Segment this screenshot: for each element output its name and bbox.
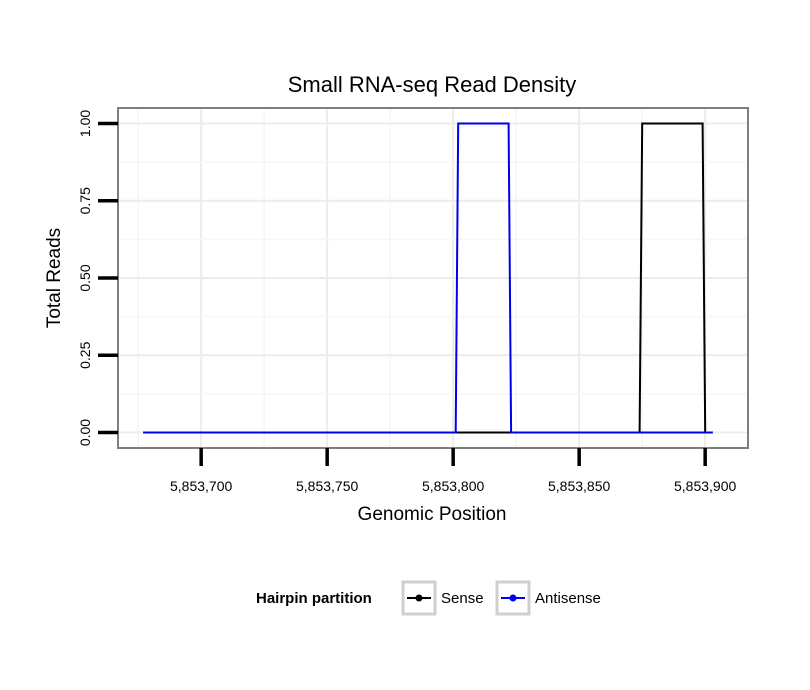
- legend-label: Sense: [441, 590, 484, 607]
- x-tick-label: 5,853,700: [170, 478, 232, 494]
- x-tick-label: 5,853,850: [548, 478, 610, 494]
- legend-key-point: [415, 594, 423, 602]
- x-tick-label: 5,853,900: [674, 478, 736, 494]
- legend-key-point: [509, 594, 517, 602]
- y-tick-label: 0.75: [77, 187, 93, 214]
- chart-title: Small RNA-seq Read Density: [288, 72, 577, 97]
- y-tick-label: 1.00: [77, 110, 93, 137]
- legend-entry-sense: Sense: [401, 580, 484, 616]
- legend: Hairpin partition Sense Antisense: [256, 580, 601, 616]
- x-axis: 5,853,700 5,853,750 5,853,800 5,853,850 5,85…: [170, 448, 737, 494]
- legend-entry-antisense: Antisense: [495, 580, 601, 616]
- y-tick-label: 0.25: [77, 341, 93, 368]
- y-axis-title: Total Reads: [44, 228, 65, 328]
- series-line-antisense: [143, 122, 713, 434]
- legend-title: Hairpin partition: [256, 590, 372, 607]
- x-tick-label: 5,853,800: [422, 478, 484, 494]
- y-tick-label: 0.50: [77, 264, 93, 291]
- y-axis: 0.00 0.25 0.50 0.75 1.00: [77, 110, 118, 446]
- grid: [118, 108, 748, 448]
- x-axis-title: Genomic Position: [358, 504, 507, 525]
- x-tick-label: 5,853,750: [296, 478, 358, 494]
- series-group: [143, 122, 713, 434]
- y-tick-label: 0.00: [77, 419, 93, 446]
- legend-label: Antisense: [535, 590, 601, 607]
